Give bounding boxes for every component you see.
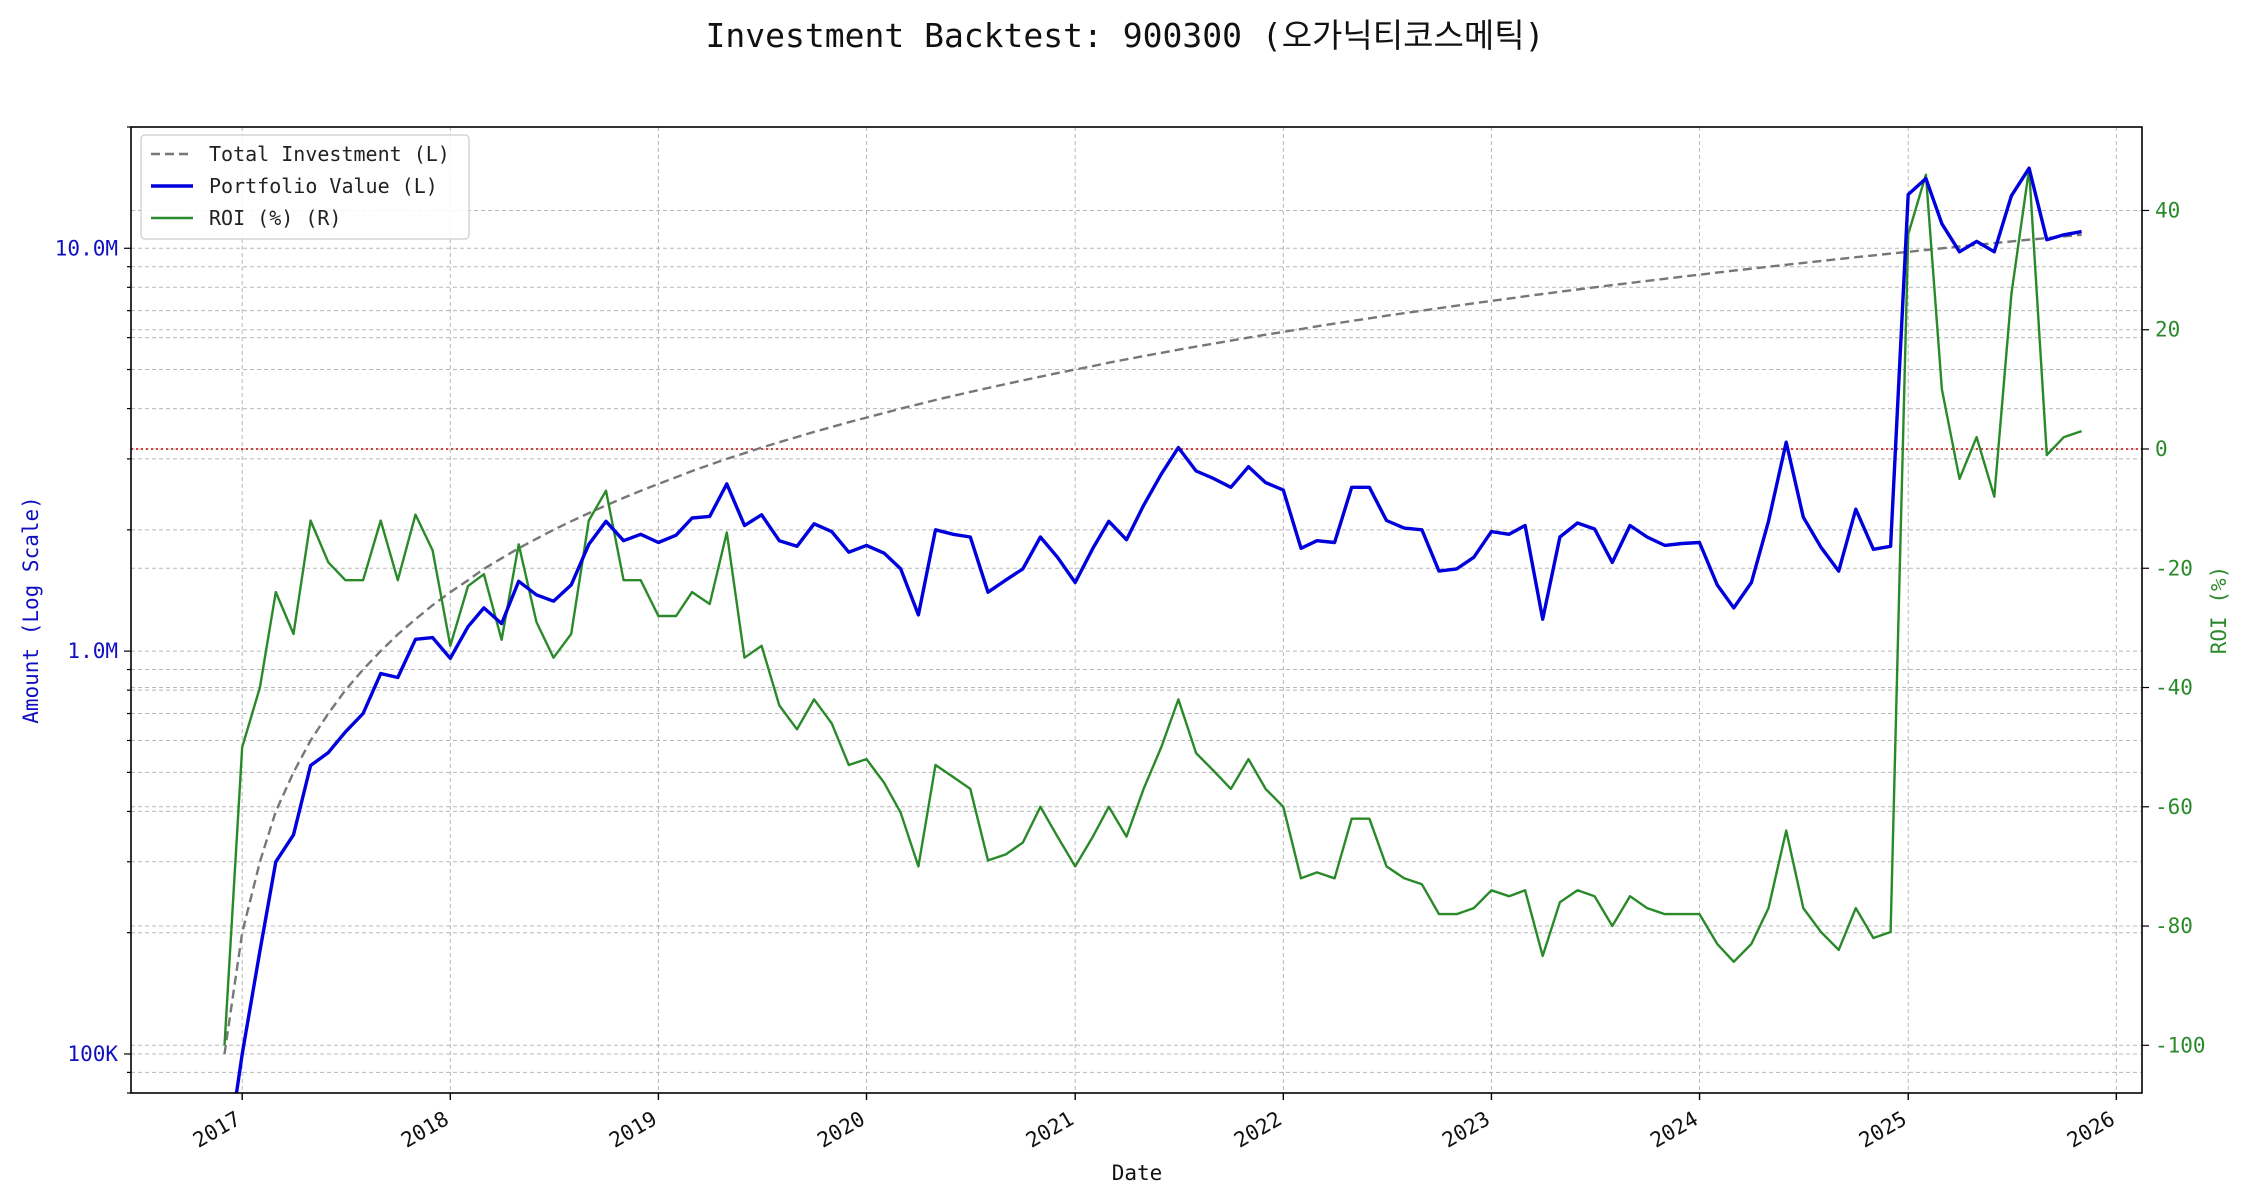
x-axis: 2017 2018 2019 2020 2021 2022 2023 2024 2025 2026 [189,1093,2119,1153]
y-axis-left-label: Amount (Log Scale) [19,496,43,724]
legend: Total Investment (L) Portfolio Value (L) R… [140,134,470,240]
total-investment-line [223,233,2082,1055]
y-left-tick-label: 1.0M [67,639,118,663]
portfolio-value-line [234,166,2082,1093]
x-tick-label: 2018 [397,1107,453,1153]
chart-title: Investment Backtest: 900300 (오가닉티코스메틱) [706,16,1545,55]
y-right-tick-label: 0 [2155,437,2168,461]
y-right-tick-label: -80 [2155,914,2193,938]
legend-total-investment-label: Total Investment (L) [209,142,450,166]
x-tick-label: 2024 [1646,1107,1702,1153]
legend-portfolio-value-label: Portfolio Value (L) [209,174,438,198]
y-axis-right-label: ROI (%) [2207,566,2231,655]
y-left-tick-label: 10.0M [55,236,118,260]
y-right-tick-label: -100 [2155,1033,2206,1057]
y-right-tick-label: -20 [2155,556,2193,580]
x-tick-label: 2021 [1022,1107,1078,1153]
legend-roi-label: ROI (%) (R) [209,206,341,230]
y-axis-right: -100 -80 -60 -40 -20 0 20 40 [2142,198,2206,1057]
x-tick-label: 2026 [2063,1107,2119,1153]
roi-line [223,167,2082,1046]
y-right-tick-label: -40 [2155,676,2193,700]
x-tick-label: 2020 [813,1107,869,1153]
y-right-tick-label: 40 [2155,198,2180,222]
y-right-tick-label: 20 [2155,318,2180,342]
x-tick-label: 2019 [605,1107,661,1153]
x-axis-label: Date [1112,1161,1163,1185]
plot-frame [130,126,2143,1094]
series-layer [223,166,2082,1093]
x-tick-label: 2022 [1230,1107,1286,1153]
x-tick-label: 2023 [1438,1107,1494,1153]
y-left-tick-label: 100K [67,1042,118,1066]
y-right-tick-label: -60 [2155,795,2193,819]
y-axis-left: 100K 1.0M 10.0M [55,126,131,1094]
legend-box [140,134,470,240]
x-tick-label: 2017 [189,1107,245,1153]
x-tick-label: 2025 [1855,1107,1911,1153]
